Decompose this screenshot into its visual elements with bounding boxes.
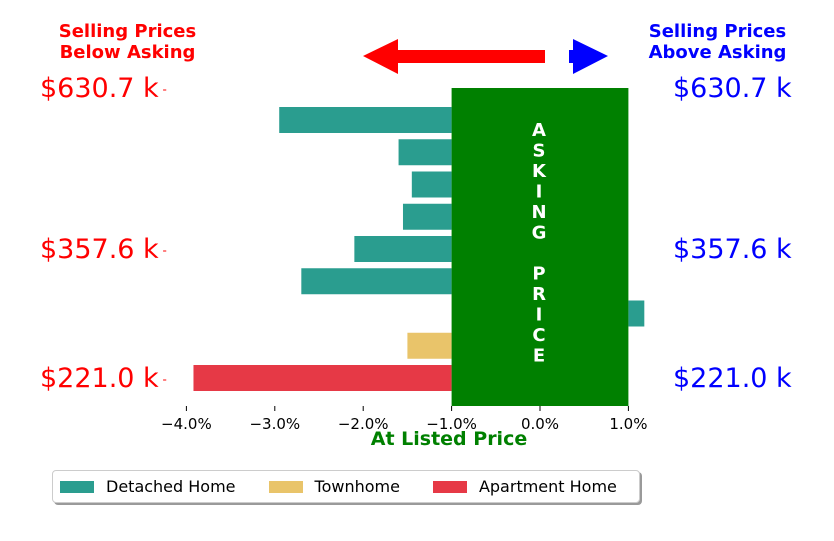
asking-letter: G <box>532 223 547 244</box>
x-tick-label: −3.0% <box>249 415 300 433</box>
asking-letter: I <box>536 305 543 326</box>
asking-letter: C <box>532 325 545 346</box>
legend-label-detached: Detached Home <box>106 477 236 496</box>
x-axis-label: At Listed Price <box>371 428 527 450</box>
legend-item-townhome: Townhome <box>268 477 400 496</box>
right-price-middle: $357.6 k <box>673 234 792 265</box>
legend-label-townhome: Townhome <box>314 477 400 496</box>
bar-apartment-home-8 <box>193 365 452 391</box>
x-tick-label: 0.0% <box>521 415 559 433</box>
bar-detached-home-5 <box>301 268 452 295</box>
left-price-bottom-value: $221.0 k <box>40 363 159 394</box>
legend-swatch-detached <box>60 480 94 493</box>
asking-letter: K <box>532 161 547 182</box>
left-arrow-icon <box>363 39 545 74</box>
asking-letter: P <box>532 264 545 285</box>
left-price-top: $630.7 k - <box>40 73 167 104</box>
above-asking-line1: Selling Prices <box>648 21 787 42</box>
bars-group <box>193 107 645 391</box>
bar-detached-home-3 <box>402 203 452 230</box>
asking-letter: A <box>532 120 546 141</box>
left-price-top-value: $630.7 k <box>40 73 159 104</box>
legend-item-apartment: Apartment Home <box>432 477 617 496</box>
asking-letter: I <box>536 182 543 203</box>
above-asking-header: Selling Prices Above Asking <box>630 21 805 63</box>
asking-price-box <box>451 88 629 406</box>
legend-swatch-apartment <box>432 480 467 493</box>
below-asking-line2: Below Asking <box>59 42 196 63</box>
bar-detached-home-4 <box>354 236 452 262</box>
x-tick-label: 1.0% <box>609 415 647 433</box>
right-price-bottom: $221.0 k <box>673 363 792 394</box>
bar-detached-home-0 <box>279 107 452 133</box>
legend-item-detached: Detached Home <box>60 477 236 496</box>
above-asking-line2: Above Asking <box>648 42 787 63</box>
left-price-bottom: $221.0 k - <box>40 363 167 394</box>
asking-letter: R <box>532 284 546 305</box>
bar-detached-home-1 <box>398 139 452 166</box>
x-axis: −4.0% −3.0% −2.0% −1.0% 0.0% 1.0% <box>161 406 647 433</box>
legend-swatch-townhome <box>268 480 303 493</box>
asking-letter: E <box>533 346 545 367</box>
bar-detached-home-6 <box>628 300 645 327</box>
bar-townhome-7 <box>407 332 452 359</box>
legend: Detached Home Townhome Apartment Home <box>52 470 640 503</box>
below-asking-header: Selling Prices Below Asking <box>40 21 215 63</box>
x-tick-label: −2.0% <box>338 415 389 433</box>
asking-letter: S <box>533 141 546 162</box>
bar-detached-home-2 <box>411 171 452 198</box>
left-price-middle: $357.6 k - <box>40 234 167 265</box>
right-price-top: $630.7 k <box>673 73 792 104</box>
below-asking-line1: Selling Prices <box>58 21 197 42</box>
asking-letter: N <box>531 202 546 223</box>
legend-label-apartment: Apartment Home <box>478 477 617 496</box>
x-tick-label: −4.0% <box>161 415 212 433</box>
right-arrow-icon <box>569 39 608 74</box>
x-tick-label: −1.0% <box>426 415 477 433</box>
left-price-middle-value: $357.6 k <box>40 234 159 265</box>
